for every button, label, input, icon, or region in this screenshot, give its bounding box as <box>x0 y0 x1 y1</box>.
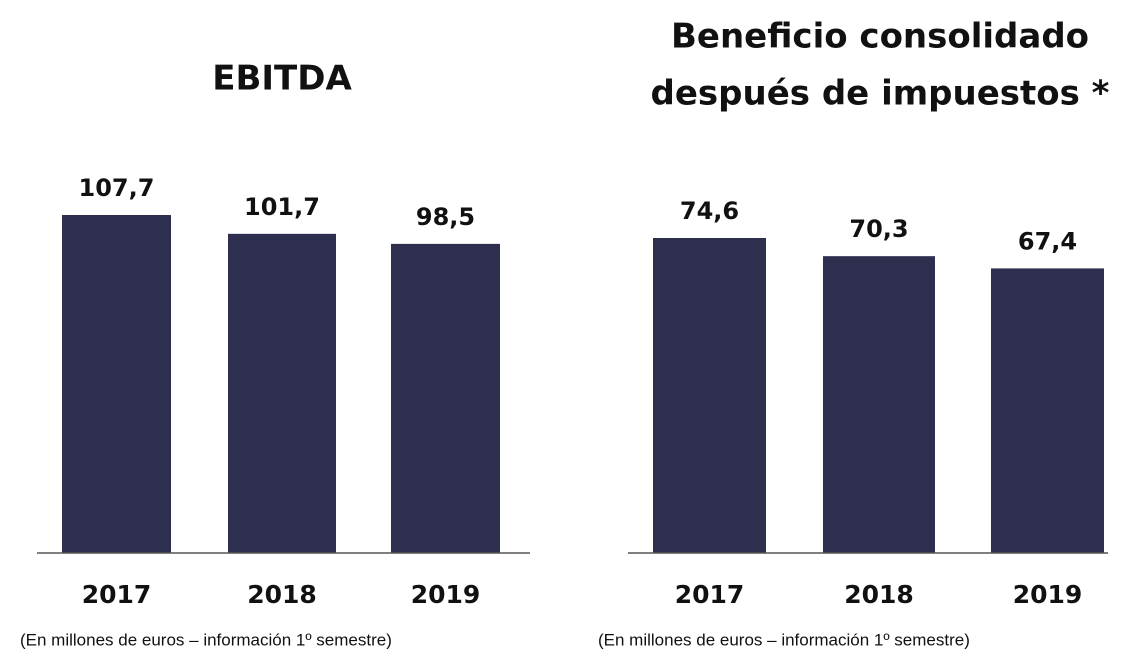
bar <box>823 256 935 553</box>
bar <box>653 238 766 553</box>
footnote: (En millones de euros – información 1º s… <box>20 630 392 649</box>
x-tick-label: 2018 <box>247 580 317 609</box>
chart-title: Beneficio consolidado <box>671 17 1089 57</box>
footnote: (En millones de euros – información 1º s… <box>598 630 970 649</box>
x-tick-label: 2019 <box>1013 580 1083 609</box>
bar <box>991 268 1104 553</box>
x-tick-label: 2017 <box>675 580 745 609</box>
data-label: 67,4 <box>1018 227 1077 255</box>
data-label: 107,7 <box>79 174 155 202</box>
bar <box>62 215 171 553</box>
chart-title: EBITDA <box>212 59 352 99</box>
data-label: 101,7 <box>244 193 320 221</box>
data-label: 98,5 <box>416 203 475 231</box>
x-tick-label: 2019 <box>411 580 481 609</box>
bar <box>391 243 500 553</box>
bar <box>228 233 336 553</box>
data-label: 70,3 <box>849 215 908 243</box>
data-label: 74,6 <box>680 197 739 225</box>
x-tick-label: 2018 <box>844 580 914 609</box>
chart-title: después de impuestos * <box>651 74 1110 114</box>
x-tick-label: 2017 <box>82 580 152 609</box>
